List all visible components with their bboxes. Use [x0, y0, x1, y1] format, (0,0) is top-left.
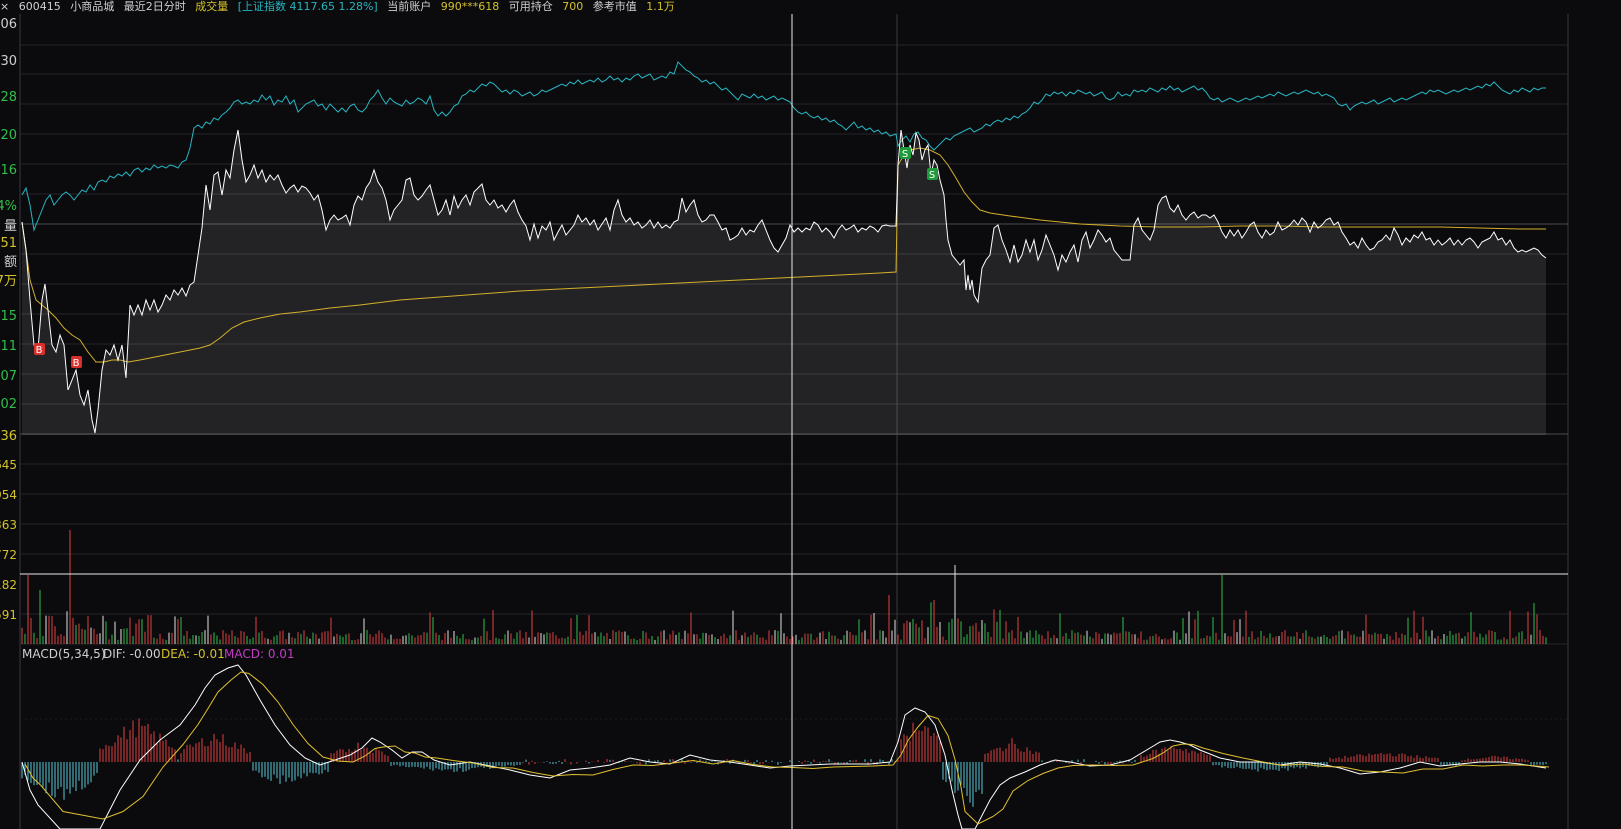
- svg-text:S: S: [929, 170, 935, 181]
- holding-value: 700: [562, 0, 584, 13]
- svg-text:S: S: [902, 149, 908, 160]
- average-price-line: [21, 147, 1546, 363]
- price-axis-label: :30: [0, 54, 17, 69]
- price-axis-label: .11: [0, 339, 17, 354]
- svg-text:B: B: [73, 358, 80, 369]
- price-axis-label: 量: [4, 219, 17, 234]
- macd-histogram: [21, 718, 1547, 807]
- price-axis-label: 额: [4, 255, 17, 270]
- volume-axis-label: 591: [0, 608, 17, 622]
- trade-markers: B B S S: [34, 147, 938, 369]
- volume-label: 成交量: [195, 0, 229, 13]
- index-info: [上证指数 4117.65 1.28%]: [237, 0, 378, 13]
- price-axis-label: 136: [0, 429, 17, 444]
- account-label: 当前账户: [387, 0, 432, 13]
- macd-title: MACD(5,34,5): [22, 647, 106, 661]
- stock-name: 小商品城: [70, 0, 115, 13]
- trade-marker-b[interactable]: B: [34, 343, 45, 356]
- price-axis-label: 706: [0, 17, 17, 32]
- price-line: [21, 129, 1547, 434]
- intraday-chart[interactable]: B B S S 706 :30 .28 .20 .16 4% 量 51 额 7万 .15 .11 .07 .02…: [0, 14, 1621, 829]
- macd-dif-line: [21, 664, 1547, 829]
- price-axis-label: .07: [0, 369, 17, 384]
- price-axis-label: .02: [0, 397, 17, 412]
- holding-label: 可用持仓: [508, 0, 553, 13]
- price-axis: 706 :30 .28 .20 .16 4% 量 51 额 7万 .15 .11 .07 .02 136: [0, 17, 17, 444]
- period-label: 最近2日分时: [123, 0, 186, 13]
- svg-text:B: B: [36, 345, 43, 356]
- price-axis-label: 4%: [0, 199, 17, 214]
- price-axis-label: .16: [0, 163, 17, 178]
- trade-marker-b[interactable]: B: [71, 356, 82, 369]
- macd-dea-line: [24, 671, 1550, 825]
- trade-marker-s[interactable]: S: [900, 147, 911, 160]
- volume-axis-label: 182: [0, 578, 17, 592]
- price-area-fill: [22, 130, 1546, 435]
- close-icon[interactable]: ×: [0, 0, 10, 13]
- ref-value: 1.1万: [646, 0, 675, 13]
- ref-value-label: 参考市值: [592, 0, 637, 13]
- price-axis-label: .20: [0, 128, 17, 143]
- volume-bars: [21, 530, 1547, 644]
- account-value: 990***618: [440, 0, 500, 13]
- stock-code: 600415: [18, 0, 61, 13]
- macd-dif: DIF: -0.00: [103, 647, 161, 661]
- chart-header: × 600415 小商品城 最近2日分时 成交量 [上证指数 4117.65 1…: [0, 0, 1621, 14]
- volume-axis-label: 954: [0, 488, 17, 502]
- price-axis-label: .28: [0, 90, 17, 105]
- index-line: [21, 61, 1546, 232]
- volume-axis-label: 645: [0, 458, 17, 472]
- macd-value: MACD: 0.01: [224, 647, 295, 661]
- macd-legend: MACD(5,34,5) DIF: -0.00 DEA: -0.01 MACD:…: [22, 647, 295, 661]
- volume-axis: 645 954 363 772 182 591: [0, 458, 17, 622]
- price-axis-label: 51: [0, 236, 17, 251]
- macd-dea: DEA: -0.01: [161, 647, 225, 661]
- volume-axis-label: 772: [0, 548, 17, 562]
- trade-marker-s[interactable]: S: [927, 168, 938, 181]
- price-axis-label: .15: [0, 309, 17, 324]
- price-axis-label: 7万: [0, 274, 17, 289]
- volume-axis-label: 363: [0, 518, 17, 532]
